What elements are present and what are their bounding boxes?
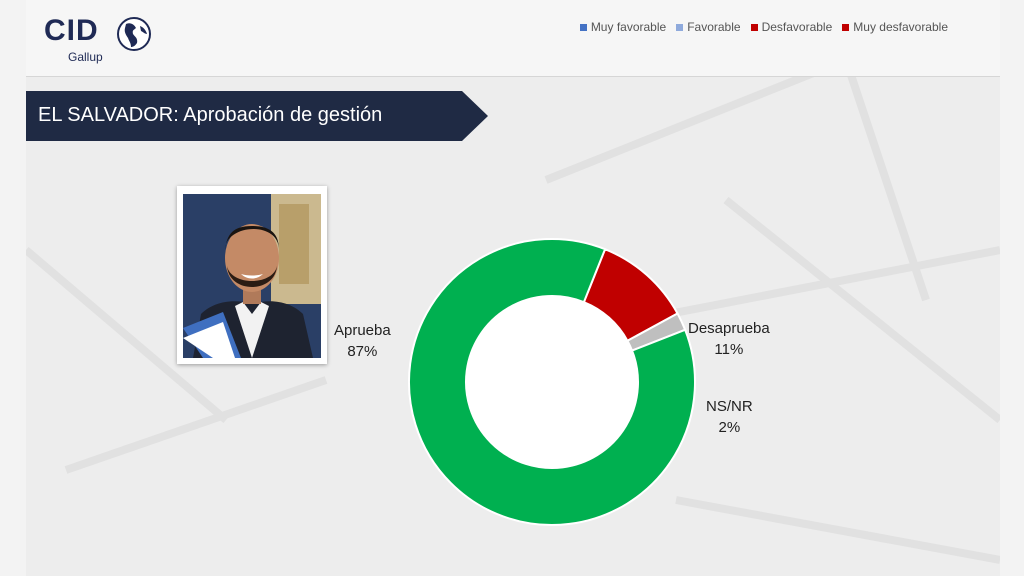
slice-value: 2%: [718, 419, 741, 436]
slice-category: Aprueba: [334, 322, 391, 339]
slice-value: 87%: [347, 343, 378, 360]
legend-label: Muy desfavorable: [853, 20, 948, 34]
legend-swatch: [676, 23, 684, 31]
legend-swatch: [750, 23, 758, 31]
slice-category: NS/NR: [706, 398, 753, 415]
donut-hole: [466, 296, 638, 468]
legend-item: Muy favorable: [579, 20, 667, 34]
page-title: EL SALVADOR: Aprobación de gestión: [38, 104, 383, 126]
legend-item: Favorable: [676, 20, 741, 34]
president-portrait-image: [183, 194, 321, 358]
legend-swatch: [579, 23, 587, 31]
slide: CID Gallup Muy favorable Favorable Desfa…: [26, 0, 1000, 576]
legend-swatch: [842, 23, 850, 31]
logo-cid-text: CID: [44, 14, 99, 47]
legend-item: Muy desfavorable: [842, 20, 948, 34]
slice-category: Desaprueba: [688, 320, 770, 337]
portrait-frame: [177, 186, 327, 364]
legend-label: Favorable: [687, 20, 741, 34]
globe-icon: [117, 17, 151, 51]
slice-label-aprueba: Aprueba 87%: [334, 320, 391, 362]
slice-label-nsnr: NS/NR 2%: [706, 396, 753, 438]
legend: Muy favorable Favorable Desfavorable Muy…: [579, 20, 948, 34]
legend-label: Muy favorable: [590, 20, 667, 34]
legend-label: Desfavorable: [761, 20, 833, 34]
legend-item: Desfavorable: [750, 20, 833, 34]
cid-gallup-logo: CID Gallup: [44, 14, 164, 66]
slice-value: 11%: [714, 341, 744, 358]
logo-gallup-text: Gallup: [68, 50, 103, 64]
slice-label-desaprueba: Desaprueba 11%: [688, 318, 770, 360]
approval-donut-chart: [408, 238, 696, 526]
header: CID Gallup Muy favorable Favorable Desfa…: [26, 0, 1000, 77]
title-banner: [26, 91, 488, 141]
